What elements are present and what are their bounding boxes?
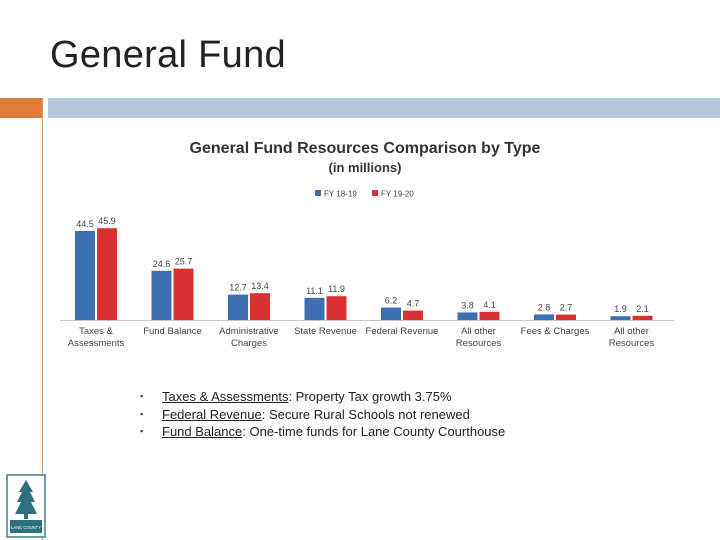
bar-fy18-19 (228, 294, 248, 320)
legend-swatch (315, 190, 321, 196)
category-label: State Revenue (294, 326, 357, 337)
bullet-dot-icon: ▪ (140, 426, 144, 436)
category-label: Assessments (68, 338, 125, 349)
data-label: 45.9 (98, 216, 116, 226)
bar-fy18-19 (610, 316, 631, 320)
data-label: 2.1 (636, 304, 649, 314)
data-label: 13.4 (251, 281, 269, 291)
bullet-dot-icon: ▪ (140, 408, 144, 419)
data-label: 2.7 (560, 303, 573, 313)
legend-label: FY 19-20 (381, 190, 414, 199)
bullet-term: Fund Balance (162, 424, 243, 439)
county-logo: LANE COUNTY (6, 474, 46, 538)
accent-vertical-line (42, 98, 43, 540)
data-label: 4.1 (483, 300, 496, 310)
data-label: 11.9 (328, 284, 345, 294)
data-label: 3.8 (461, 300, 474, 310)
bar-fy18-19 (381, 307, 401, 320)
bullet-text: : One-time funds for Lane County Courtho… (242, 424, 506, 439)
bar-fy18-19 (304, 297, 325, 320)
category-label: Charges (231, 338, 267, 349)
logo-text: LANE COUNTY (11, 525, 41, 530)
bullet-item: ▪ Fund Balance: One-time funds for Lane C… (140, 423, 505, 441)
data-label: 2.8 (538, 302, 551, 312)
bullet-dot-icon: ▪ (140, 391, 144, 401)
category-label: Fees & Charges (521, 326, 590, 337)
slide-title: General Fund (50, 34, 286, 76)
category-label: Administrative (219, 326, 279, 337)
category-label: All other (461, 326, 496, 337)
bar-fy19-20 (326, 296, 347, 320)
bullet-text: : Secure Rural Schools not renewed (261, 406, 470, 422)
bullet-item: ▪ Federal Revenue: Secure Rural Schools n… (140, 406, 505, 424)
bullet-item: ▪ Taxes & Assessments: Property Tax growt… (140, 388, 505, 406)
chart-subtitle: (in millions) (329, 160, 402, 175)
category-label: All other (614, 326, 649, 337)
bar-fy19-20 (556, 314, 576, 320)
accent-bar-blue (48, 98, 720, 118)
bar-fy19-20 (97, 228, 117, 320)
tree-icon (15, 480, 37, 519)
bar-fy18-19 (151, 270, 172, 320)
bar-chart: General Fund Resources Comparison by Typ… (60, 140, 674, 349)
bullet-term: Federal Revenue (162, 406, 262, 422)
accent-bar-orange (0, 98, 42, 118)
bar-fy19-20 (250, 293, 270, 320)
chart-title: General Fund Resources Comparison by Typ… (190, 140, 541, 157)
data-label: 12.7 (229, 283, 247, 293)
data-label: 6.2 (385, 296, 398, 306)
bar-fy19-20 (479, 311, 500, 320)
bar-fy19-20 (632, 315, 653, 320)
category-label: Resources (456, 338, 502, 349)
bullet-list: ▪ Taxes & Assessments: Property Tax growt… (140, 388, 505, 441)
bar-fy18-19 (75, 231, 95, 320)
data-label: 44.5 (76, 219, 94, 229)
bar-fy19-20 (403, 310, 423, 320)
data-label: 1.9 (614, 304, 627, 314)
bar-fy18-19 (534, 314, 554, 320)
bullet-text: : Property Tax growth 3.75% (288, 389, 452, 404)
data-label: 11.1 (306, 286, 323, 296)
category-label: Taxes & (79, 326, 113, 337)
category-label: Fund Balance (143, 326, 202, 337)
bar-fy18-19 (457, 312, 478, 320)
bullet-term: Taxes & Assessments (162, 389, 289, 404)
data-label: 24.6 (153, 259, 171, 269)
data-label: 4.7 (407, 299, 420, 309)
legend-swatch (372, 190, 378, 196)
category-label: Federal Revenue (366, 326, 439, 337)
legend-label: FY 18-19 (324, 190, 357, 199)
data-label: 25.7 (175, 257, 193, 267)
category-label: Resources (609, 338, 655, 349)
bar-fy19-20 (173, 268, 194, 320)
